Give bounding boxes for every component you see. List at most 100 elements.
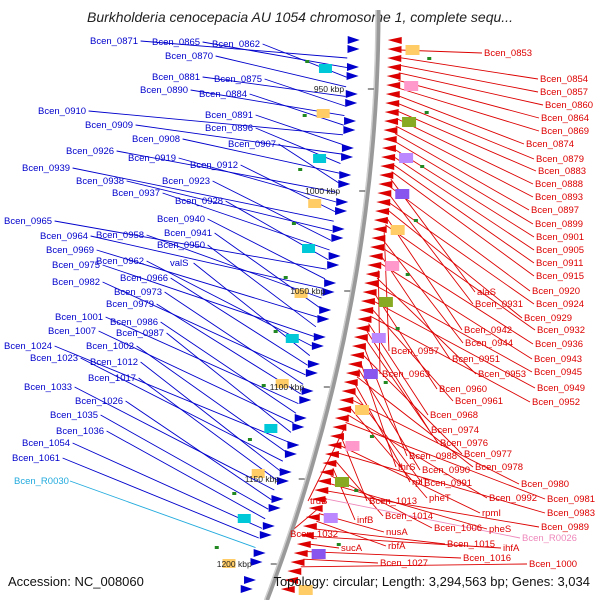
gene-label[interactable]: Bcen_0973 bbox=[114, 287, 162, 298]
gene-label[interactable]: Bcen_0990 bbox=[422, 465, 470, 476]
gene-label[interactable]: Bcen_1002 bbox=[86, 341, 134, 352]
gene-label[interactable]: Bcen_0951 bbox=[452, 354, 500, 365]
gene-label[interactable]: Bcen_0871 bbox=[90, 36, 138, 47]
gene-label[interactable]: Bcen_0875 bbox=[214, 74, 262, 85]
gene-label[interactable]: Bcen_0915 bbox=[536, 271, 584, 282]
gene-label[interactable]: Bcen_0857 bbox=[540, 87, 588, 98]
gene-label[interactable]: rbfA bbox=[388, 541, 406, 552]
gene-label[interactable]: Bcen_0881 bbox=[152, 72, 200, 83]
gene-label[interactable]: truB bbox=[310, 496, 327, 507]
gene-label[interactable]: Bcen_0968 bbox=[430, 410, 478, 421]
gene-label[interactable]: Bcen_1027 bbox=[380, 558, 428, 569]
gene-label[interactable]: sucA bbox=[341, 543, 363, 554]
gene-label[interactable]: rplT bbox=[412, 477, 429, 488]
gene-label[interactable]: Bcen_0879 bbox=[536, 154, 584, 165]
gene-label[interactable]: Bcen_0952 bbox=[532, 397, 580, 408]
gene-label[interactable]: Bcen_0949 bbox=[537, 383, 585, 394]
gene-label[interactable]: Bcen_0870 bbox=[165, 51, 213, 62]
gene-label[interactable]: Bcen_0891 bbox=[205, 110, 253, 121]
gene-label[interactable]: Bcen_0924 bbox=[536, 299, 584, 310]
gene-label[interactable]: Bcen_0928 bbox=[175, 196, 223, 207]
gene-label[interactable]: Bcen_0963 bbox=[382, 369, 430, 380]
gene-label[interactable]: Bcen_0980 bbox=[521, 479, 569, 490]
gene-label[interactable]: Bcen_1035 bbox=[50, 410, 98, 421]
gene-label[interactable]: Bcen_0864 bbox=[541, 113, 589, 124]
gene-label[interactable]: Bcen_0907 bbox=[228, 139, 276, 150]
gene-label[interactable]: Bcen_0986 bbox=[110, 317, 158, 328]
gene-label[interactable]: infB bbox=[357, 515, 373, 526]
gene-label[interactable]: Bcen_0942 bbox=[464, 325, 512, 336]
gene-label[interactable]: Bcen_0854 bbox=[540, 74, 588, 85]
gene-label[interactable]: Bcen_0989 bbox=[541, 522, 589, 533]
gene-label[interactable]: Bcen_0957 bbox=[391, 346, 439, 357]
gene-label[interactable]: nusA bbox=[386, 527, 408, 538]
gene-label[interactable]: Bcen_0884 bbox=[199, 89, 247, 100]
gene-label[interactable]: Bcen_1013 bbox=[369, 496, 417, 507]
gene-label[interactable]: Bcen_0931 bbox=[475, 299, 523, 310]
gene-label[interactable]: Bcen_0966 bbox=[120, 273, 168, 284]
gene-label[interactable]: Bcen_0981 bbox=[547, 494, 595, 505]
gene-label[interactable]: Bcen_0992 bbox=[489, 493, 537, 504]
gene-label[interactable]: ihfA bbox=[503, 543, 520, 554]
gene-label[interactable]: Bcen_0974 bbox=[431, 425, 479, 436]
gene-label[interactable]: Bcen_0908 bbox=[132, 134, 180, 145]
gene-label[interactable]: Bcen_0950 bbox=[157, 240, 205, 251]
gene-label[interactable]: rpmI bbox=[482, 508, 501, 519]
gene-label[interactable]: Bcen_1006 bbox=[434, 523, 482, 534]
gene-label[interactable]: Bcen_1024 bbox=[4, 341, 52, 352]
gene-label[interactable]: Bcen_1032 bbox=[290, 529, 338, 540]
gene-label[interactable]: Bcen_0975 bbox=[52, 260, 100, 271]
gene-label[interactable]: Bcen_0979 bbox=[106, 299, 154, 310]
gene-label[interactable]: Bcen_0853 bbox=[484, 48, 532, 59]
gene-label[interactable]: Bcen_0962 bbox=[96, 256, 144, 267]
gene-label[interactable]: Bcen_0960 bbox=[439, 384, 487, 395]
gene-label[interactable]: Bcen_0976 bbox=[440, 438, 488, 449]
gene-label[interactable]: Bcen_1014 bbox=[385, 511, 433, 522]
gene-label[interactable]: Bcen_0965 bbox=[4, 216, 52, 227]
gene-label[interactable]: Bcen_0991 bbox=[424, 478, 472, 489]
gene-label[interactable]: Bcen_0983 bbox=[547, 508, 595, 519]
gene-label[interactable]: Bcen_0890 bbox=[140, 85, 188, 96]
gene-label[interactable]: Bcen_0937 bbox=[112, 188, 160, 199]
gene-label[interactable]: Bcen_0923 bbox=[162, 176, 210, 187]
gene-label[interactable]: Bcen_1012 bbox=[90, 357, 138, 368]
gene-label[interactable]: Bcen_0945 bbox=[534, 367, 582, 378]
gene-label[interactable]: Bcen_0988 bbox=[409, 451, 457, 462]
gene-label[interactable]: Bcen_0969 bbox=[46, 245, 94, 256]
gene-label[interactable]: Bcen_0860 bbox=[545, 100, 593, 111]
gene-label[interactable]: Bcen_1015 bbox=[447, 539, 495, 550]
gene-label[interactable]: Bcen_0888 bbox=[535, 179, 583, 190]
gene-label[interactable]: Bcen_0883 bbox=[538, 166, 586, 177]
gene-label[interactable]: Bcen_0911 bbox=[536, 258, 583, 269]
gene-label[interactable]: Bcen_0919 bbox=[128, 153, 176, 164]
gene-label[interactable]: Bcen_0961 bbox=[455, 396, 503, 407]
gene-label[interactable]: Bcen_1036 bbox=[56, 426, 104, 437]
gene-label[interactable]: Bcen_0926 bbox=[66, 146, 114, 157]
gene-label[interactable]: Bcen_1054 bbox=[22, 438, 70, 449]
gene-label[interactable]: Bcen_0964 bbox=[40, 231, 88, 242]
gene-label[interactable]: Bcen_1026 bbox=[75, 396, 123, 407]
gene-label[interactable]: Bcen_0944 bbox=[465, 338, 513, 349]
gene-label[interactable]: Bcen_0982 bbox=[52, 277, 100, 288]
gene-label[interactable]: Bcen_1033 bbox=[24, 382, 72, 393]
gene-label[interactable]: Bcen_0869 bbox=[541, 126, 589, 137]
gene-label[interactable]: Bcen_0865 bbox=[152, 37, 200, 48]
gene-label[interactable]: Bcen_0896 bbox=[205, 123, 253, 134]
gene-label[interactable]: Bcen_0953 bbox=[478, 369, 526, 380]
gene-label[interactable]: Bcen_1016 bbox=[463, 553, 511, 564]
gene-label[interactable]: Bcen_1001 bbox=[55, 312, 103, 323]
gene-label[interactable]: Bcen_0987 bbox=[116, 328, 164, 339]
gene-label[interactable]: Bcen_0910 bbox=[38, 106, 86, 117]
gene-label[interactable]: Bcen_0936 bbox=[535, 339, 583, 350]
gene-label[interactable]: Bcen_0932 bbox=[537, 325, 585, 336]
gene-label[interactable]: Bcen_0899 bbox=[535, 219, 583, 230]
gene-label[interactable]: Bcen_0909 bbox=[85, 120, 133, 131]
gene-label[interactable]: Bcen_1000 bbox=[529, 559, 577, 570]
rna-label[interactable]: Bcen_R0030 bbox=[14, 476, 69, 487]
gene-label[interactable]: Bcen_0938 bbox=[76, 176, 124, 187]
gene-label[interactable]: Bcen_1061 bbox=[12, 453, 60, 464]
gene-label[interactable]: Bcen_0943 bbox=[534, 354, 582, 365]
gene-label[interactable]: Bcen_1017 bbox=[88, 373, 136, 384]
gene-label[interactable]: Bcen_1007 bbox=[48, 326, 96, 337]
